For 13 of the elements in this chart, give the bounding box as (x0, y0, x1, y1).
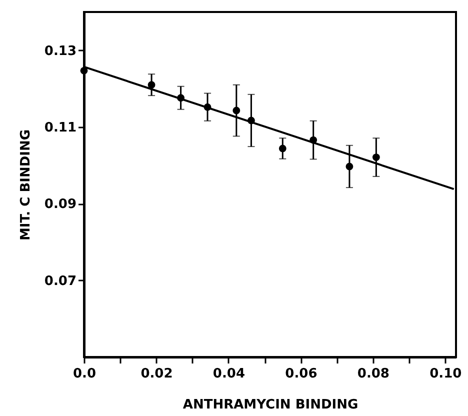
x-tick-label: 0.06 (285, 366, 318, 382)
y-axis-title: MIT. C BINDING (18, 129, 34, 241)
y-tick-label: 0.13 (44, 44, 76, 59)
x-tick-label: 0.10 (430, 366, 462, 382)
y-tick-label: 0.07 (44, 274, 76, 289)
y-tick-label: 0.11 (44, 120, 76, 136)
x-axis-title: ANTHRAMYCIN BINDING (182, 398, 358, 412)
y-tick-label: 0.09 (44, 197, 76, 212)
point (80, 66, 88, 74)
x-tick-label: 0.04 (212, 366, 246, 382)
x-tick-label: 0.08 (357, 366, 390, 382)
x-tick-label: 0.02 (140, 366, 173, 382)
x-tick-label: 0.0 (72, 366, 96, 382)
